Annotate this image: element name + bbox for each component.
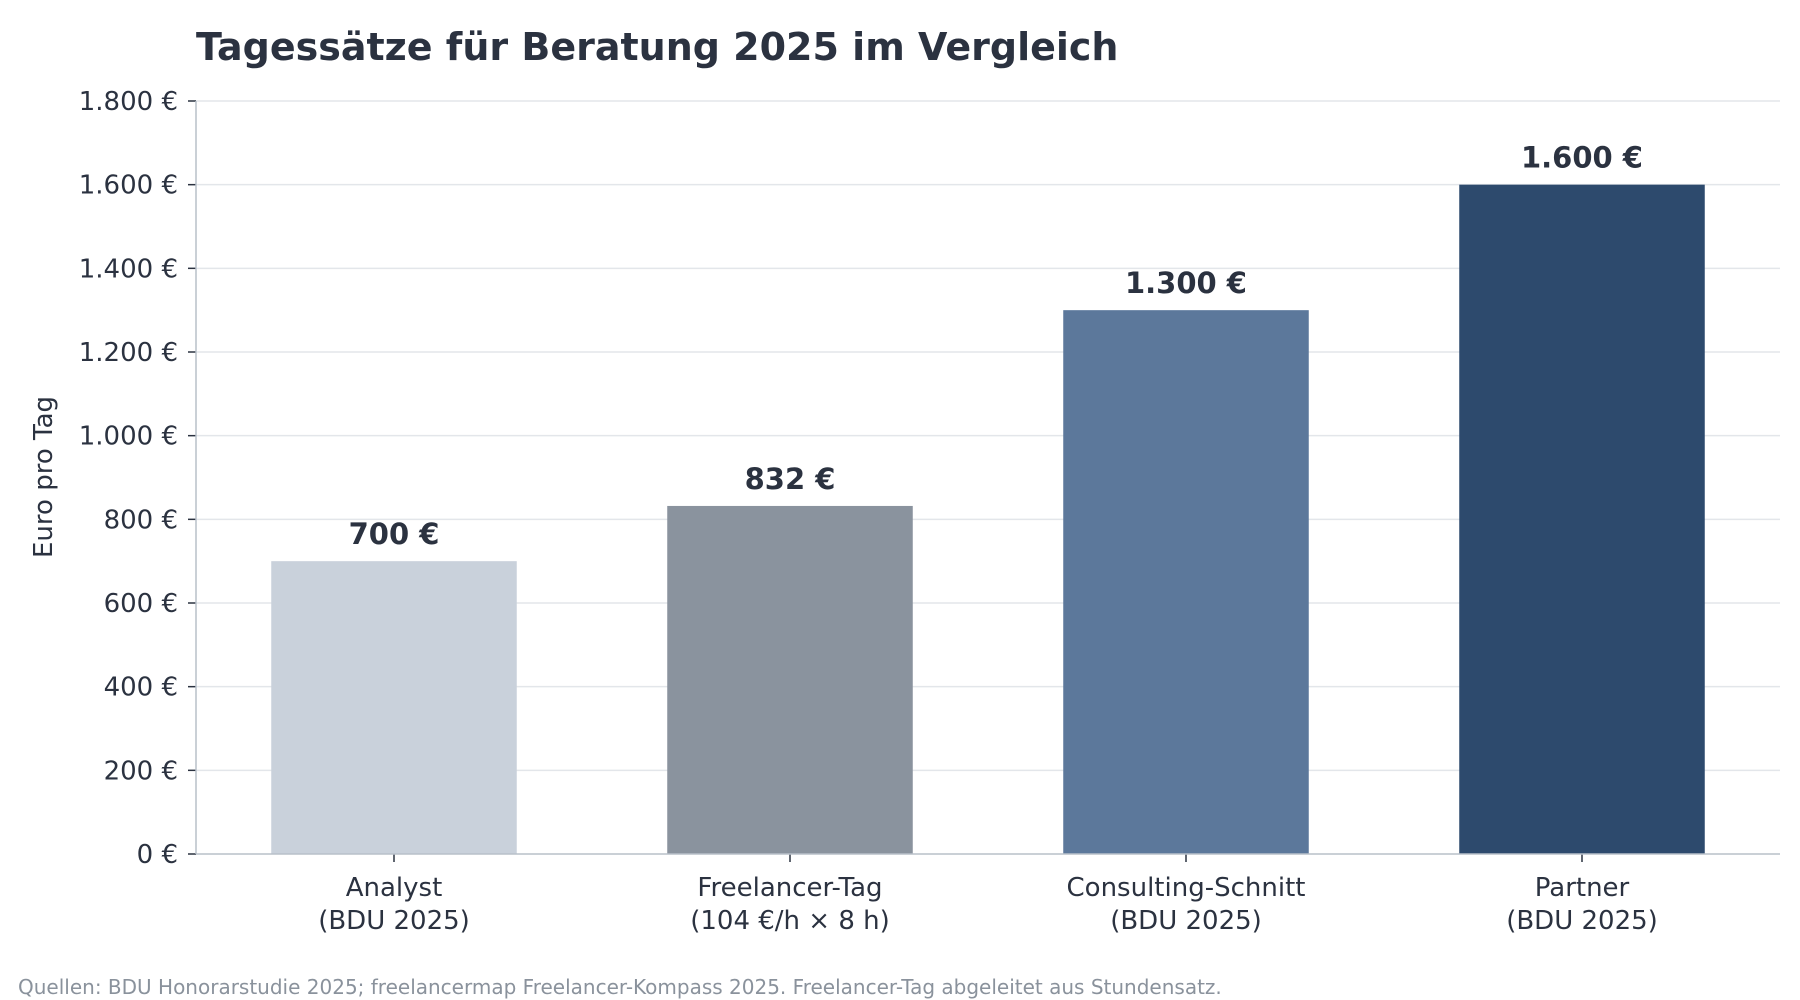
bar bbox=[667, 505, 913, 854]
x-tick-label: (BDU 2025) bbox=[318, 906, 470, 936]
bar-value-label: 1.300 € bbox=[1125, 266, 1247, 300]
x-tick-label: Analyst bbox=[346, 873, 443, 903]
x-tick-label: (BDU 2025) bbox=[1110, 906, 1262, 936]
y-tick-label: 200 € bbox=[104, 756, 178, 786]
bar-value-label: 832 € bbox=[745, 462, 836, 496]
y-axis-label: Euro pro Tag bbox=[29, 396, 59, 558]
y-tick-label: 600 € bbox=[104, 589, 178, 619]
y-tick-label: 1.800 € bbox=[79, 87, 178, 117]
y-tick-label: 1.400 € bbox=[79, 254, 178, 284]
bar-value-label: 700 € bbox=[349, 517, 440, 551]
bar bbox=[271, 561, 517, 854]
y-tick-label: 0 € bbox=[137, 840, 178, 870]
source-note: Quellen: BDU Honorarstudie 2025; freelan… bbox=[18, 975, 1222, 999]
chart-title: Tagessätze für Beratung 2025 im Vergleic… bbox=[196, 25, 1118, 69]
value-labels: 700 € 832 € 1.300 € 1.600 € bbox=[349, 141, 1643, 552]
x-tick-label: Consulting-Schnitt bbox=[1067, 873, 1306, 903]
y-tick-label: 800 € bbox=[104, 505, 178, 535]
x-tick-label: Freelancer-Tag bbox=[697, 873, 882, 903]
bar bbox=[1063, 310, 1309, 855]
y-tick-label: 1.600 € bbox=[79, 171, 178, 201]
x-tick-label: (104 €/h × 8 h) bbox=[690, 906, 890, 936]
x-tick-label: Partner bbox=[1535, 873, 1630, 903]
y-tick-label: 1.200 € bbox=[79, 338, 178, 368]
axes: 0 € 200 € 400 € 600 € 800 € 1.000 € 1.200 € 1.4… bbox=[79, 87, 1780, 936]
y-tick-label: 1.000 € bbox=[79, 422, 178, 452]
y-tick-label: 400 € bbox=[104, 673, 178, 703]
x-tick-label: (BDU 2025) bbox=[1506, 906, 1658, 936]
bars bbox=[271, 184, 1705, 855]
bar-value-label: 1.600 € bbox=[1521, 141, 1643, 175]
bar bbox=[1459, 184, 1705, 854]
